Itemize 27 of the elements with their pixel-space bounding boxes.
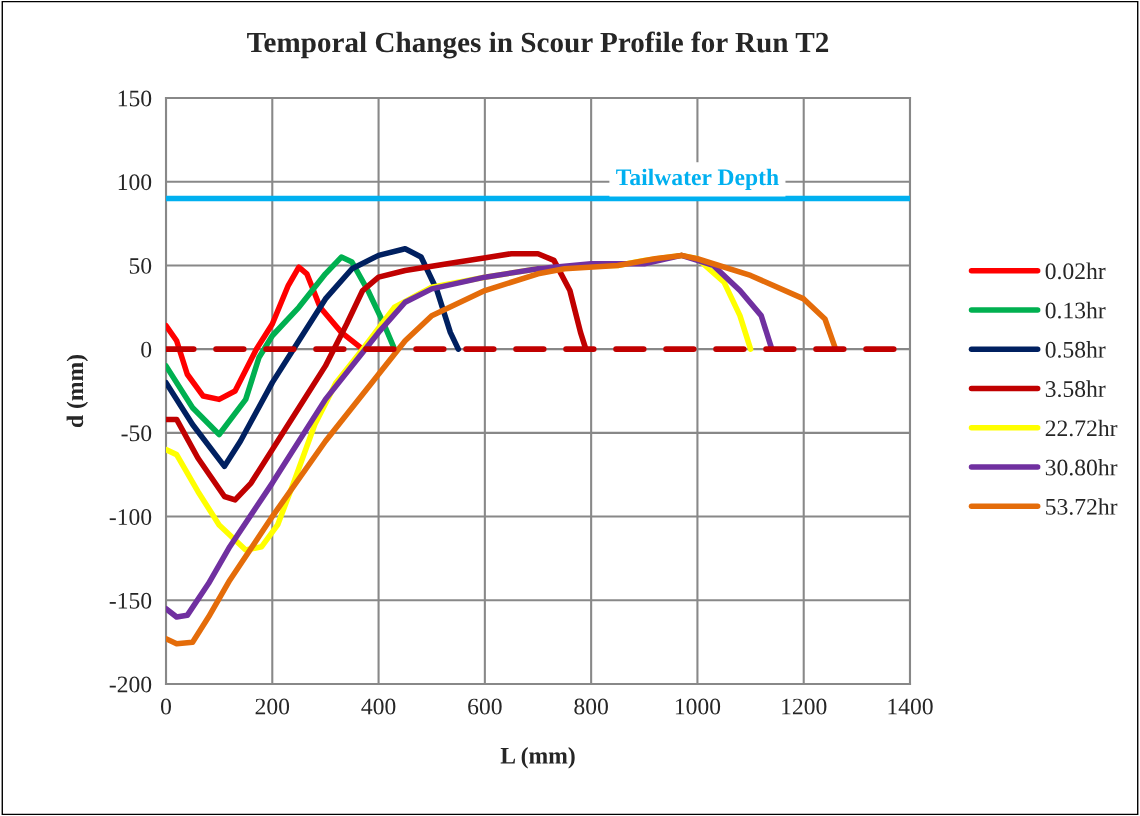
legend-label: 53.72hr: [1046, 498, 1118, 515]
legend-label: 22.72hr: [1045, 419, 1118, 437]
legend-label: 0.58hr: [1045, 341, 1106, 358]
y-tick-label: -100: [109, 509, 152, 525]
y-tick-label: 100: [118, 174, 152, 191]
legend-label: 3.58hr: [1045, 380, 1106, 398]
y-tick-label: -150: [109, 592, 152, 609]
ref-line-label: Tailwater Depth: [616, 168, 779, 191]
legend-label: 0.02hr: [1045, 262, 1106, 280]
x-tick-label: 1400: [888, 698, 933, 715]
legend-label: 0.13hr: [1045, 301, 1106, 319]
y-tick-label: -200: [109, 676, 152, 693]
y-tick-label: -50: [121, 425, 152, 442]
x-axis-title: L (mm): [500, 747, 575, 769]
y-tick-label: 0: [141, 341, 152, 358]
x-tick-label: 1200: [782, 698, 827, 715]
x-tick-label: 400: [361, 698, 396, 715]
x-tick-label: 600: [468, 698, 502, 715]
x-tick-label: 0: [161, 698, 171, 715]
legend-label: 30.80hr: [1045, 458, 1118, 476]
x-tick-label: 800: [574, 698, 608, 715]
x-tick-label: 1000: [675, 698, 721, 715]
x-tick-label: 200: [255, 698, 290, 715]
chart-title: Temporal Changes in Scour Profile for Run T2: [247, 31, 829, 59]
y-axis-title: d (mm): [66, 354, 88, 428]
y-tick-label: 50: [129, 257, 152, 274]
y-tick-label: 150: [118, 90, 152, 107]
